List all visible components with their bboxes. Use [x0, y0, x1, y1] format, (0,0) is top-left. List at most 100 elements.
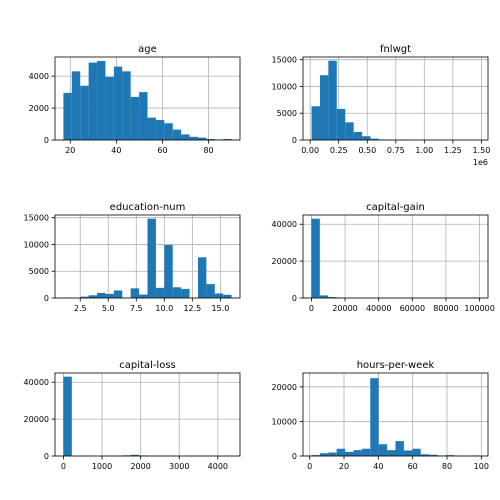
y-tick-label: 2000: [29, 104, 49, 113]
y-tick-label: 20000: [272, 383, 297, 392]
histogram-bar: [88, 62, 98, 140]
x-tick-label: 2.5: [74, 304, 87, 313]
x-tick-label: 20: [65, 146, 75, 155]
subplot-title: capital-gain: [366, 202, 425, 213]
x-tick-label: 12.5: [183, 304, 201, 313]
histogram-bar: [147, 218, 156, 298]
y-tick-label: 10000: [272, 417, 297, 426]
x-tick-label: 80: [203, 146, 213, 155]
subplot-capital-gain: 0 20000 40000 60000 80000 100000 0 20000 40000 ca…: [272, 202, 495, 313]
histogram-bar: [197, 137, 207, 140]
histogram-bar: [97, 292, 106, 298]
histogram-bar: [336, 108, 346, 140]
y-tick-label: 20000: [272, 257, 297, 266]
histogram-bar: [395, 441, 404, 456]
subplot-age: 20 40 60 80 0 2000 4000 age: [29, 44, 241, 155]
histogram-bar: [362, 136, 371, 140]
y-tick-label: 15000: [24, 214, 49, 223]
histogram-bar: [88, 295, 98, 298]
histogram-bar: [155, 287, 165, 298]
y-tick-label: 0: [44, 452, 49, 461]
x-tick-label: 0.75: [387, 146, 405, 155]
histogram-bar: [378, 444, 388, 456]
x-tick-label: 1.00: [415, 146, 433, 155]
histogram-bar: [139, 294, 148, 298]
x-tick-label: 20: [339, 462, 349, 471]
x-tick-label: 1.50: [472, 146, 490, 155]
axes-frame: [302, 214, 489, 299]
histogram-bar: [319, 295, 329, 298]
histogram-bar: [80, 85, 89, 140]
axes-frame: [54, 372, 241, 457]
histogram-bar: [113, 66, 123, 140]
x-tick-label: 40000: [366, 304, 391, 313]
histogram-bar: [311, 106, 321, 140]
x-tick-label: 60000: [400, 304, 425, 313]
histogram-bar: [403, 450, 413, 456]
x-tick-label: 60: [157, 146, 167, 155]
histogram-bar: [139, 92, 148, 140]
histogram-bar: [420, 454, 430, 456]
histogram-bar: [97, 60, 106, 140]
x-tick-label: 1.25: [444, 146, 462, 155]
histogram-bar: [345, 122, 354, 140]
histogram-bar: [130, 454, 140, 456]
histogram-bar: [189, 136, 198, 140]
x-tick-label: 10.0: [155, 304, 173, 313]
histogram-bar: [214, 293, 224, 298]
subplot-title: age: [138, 44, 157, 55]
histogram-bar: [353, 131, 363, 140]
histogram-bar: [206, 284, 215, 298]
y-tick-label: 0: [44, 294, 49, 303]
x-tick-label: 2000: [130, 462, 150, 471]
x-tick-label: 100: [474, 462, 489, 471]
histogram-bar: [336, 448, 346, 456]
histogram-bar: [172, 287, 182, 298]
histogram-bar: [63, 92, 72, 140]
y-tick-label: 4000: [29, 72, 49, 81]
histogram-bar: [130, 288, 140, 298]
x-tick-label: 80: [442, 462, 452, 471]
histogram-bar: [206, 139, 215, 140]
x-tick-label: 1000: [92, 462, 112, 471]
histogram-bar: [319, 453, 329, 456]
y-tick-label: 15000: [272, 56, 297, 65]
histogram-bar: [328, 452, 337, 456]
x-tick-label: 4000: [208, 462, 228, 471]
x-tick-label: 15.0: [211, 304, 229, 313]
x-tick-label: 100000: [464, 304, 495, 313]
x-tick-label: 40: [111, 146, 121, 155]
x-tick-label: 0: [309, 304, 314, 313]
y-tick-label: 0: [292, 452, 297, 461]
x-tick-label: 80000: [433, 304, 458, 313]
histogram-bar: [181, 288, 190, 298]
x-tick-label: 3000: [169, 462, 189, 471]
histogram-bar: [71, 71, 81, 140]
histogram-bar: [172, 129, 182, 140]
histogram-bar: [311, 455, 320, 456]
histogram-bar: [353, 450, 362, 456]
histogram-bar: [130, 96, 140, 140]
subplot-title: fnlwgt: [380, 44, 411, 55]
subplot-education-num: 2.5 5.0 7.5 10.0 12.5 15.0 0 5000 10000 15000 educ…: [24, 202, 241, 313]
histogram-bar: [105, 293, 114, 298]
x-tick-label: 60: [408, 462, 418, 471]
subplot-title: education-num: [110, 202, 186, 213]
histogram-bar: [223, 139, 232, 140]
histogram-bar: [113, 290, 123, 298]
histogram-bar: [429, 454, 438, 456]
histogram-bar: [361, 448, 371, 456]
histogram-bar: [345, 451, 354, 456]
y-tick-label: 40000: [272, 220, 297, 229]
histogram-bar: [328, 60, 337, 141]
y-tick-label: 10000: [272, 82, 297, 91]
histogram-bar: [155, 120, 165, 140]
histogram-bar: [164, 123, 173, 140]
histogram-bar: [412, 448, 421, 456]
y-tick-label: 5000: [277, 109, 297, 118]
histogram-bar: [80, 296, 89, 298]
subplot-title: capital-loss: [119, 360, 176, 371]
x-tick-label: 0: [307, 462, 312, 471]
axes-frame: [54, 56, 241, 141]
axes-frame: [302, 372, 489, 457]
